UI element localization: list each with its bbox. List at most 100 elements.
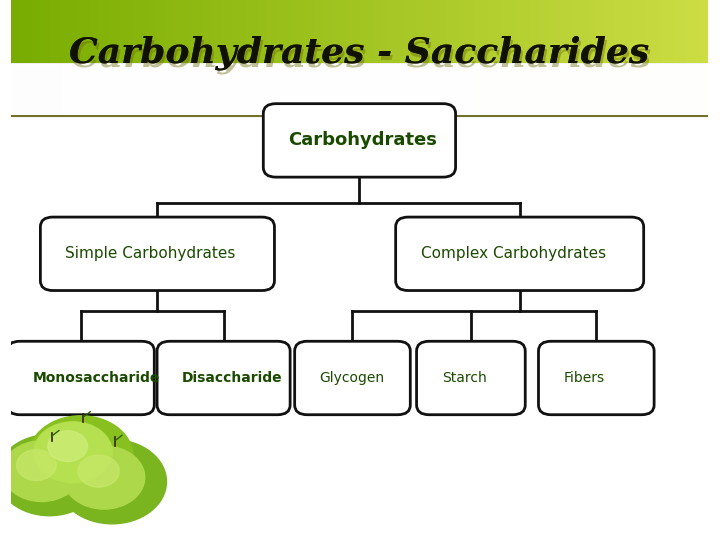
Bar [27, 0, 29, 116]
Bar [450, 0, 451, 116]
Bar [11, 64, 708, 116]
Bar [499, 0, 500, 116]
Bar [418, 0, 420, 116]
Bar [703, 0, 704, 116]
Bar [274, 0, 276, 116]
Bar [397, 0, 400, 116]
Bar [89, 0, 91, 116]
Bar [563, 0, 565, 116]
Bar [112, 0, 114, 116]
Bar [338, 0, 341, 116]
Bar [400, 0, 401, 116]
Bar [515, 0, 516, 116]
Bar [655, 0, 657, 116]
Bar [676, 0, 678, 116]
Bar [636, 0, 638, 116]
Bar [628, 0, 629, 116]
Bar [586, 0, 588, 116]
Bar [11, 64, 708, 116]
Bar [492, 0, 493, 116]
Bar [644, 0, 645, 116]
Bar [278, 0, 279, 116]
Bar [314, 0, 316, 116]
Bar [34, 0, 35, 116]
Bar [505, 0, 508, 116]
Bar [342, 0, 343, 116]
Bar [189, 0, 191, 116]
Bar [523, 0, 525, 116]
Bar [536, 0, 537, 116]
Bar [511, 0, 513, 116]
Bar [697, 0, 699, 116]
Bar [11, 64, 708, 116]
Bar [288, 0, 289, 116]
Bar [95, 0, 96, 116]
Bar [634, 0, 636, 116]
Bar [657, 0, 659, 116]
Bar [96, 0, 98, 116]
Bar [11, 64, 708, 116]
Bar [11, 64, 708, 116]
Text: Disaccharide: Disaccharide [182, 371, 283, 385]
Bar [662, 0, 665, 116]
Bar [401, 0, 403, 116]
Bar [429, 0, 431, 116]
Bar [462, 0, 464, 116]
Bar [25, 0, 27, 116]
Bar [11, 64, 708, 116]
Bar [213, 0, 215, 116]
Bar [580, 0, 582, 116]
Bar [377, 0, 379, 116]
Bar [699, 0, 701, 116]
Bar [608, 0, 611, 116]
Bar [611, 0, 612, 116]
Bar [579, 0, 580, 116]
Bar [11, 64, 708, 116]
Bar [217, 0, 218, 116]
Bar [325, 0, 326, 116]
Bar [281, 0, 283, 116]
Bar [415, 0, 417, 116]
Bar [316, 0, 318, 116]
Bar [420, 0, 422, 116]
Bar [133, 0, 135, 116]
Bar [521, 0, 523, 116]
Bar [67, 0, 68, 116]
Bar [471, 0, 472, 116]
Bar [180, 0, 182, 116]
Bar [588, 0, 590, 116]
Bar [413, 0, 415, 116]
Bar [233, 0, 234, 116]
Bar [289, 0, 292, 116]
Bar [509, 0, 511, 116]
Bar [490, 0, 492, 116]
Bar [51, 0, 53, 116]
Bar [464, 0, 466, 116]
Bar [642, 0, 644, 116]
Bar [295, 0, 297, 116]
Bar [130, 0, 131, 116]
Bar [93, 0, 95, 116]
Bar [42, 0, 44, 116]
Bar [194, 0, 196, 116]
Bar [79, 0, 81, 116]
Bar [11, 64, 708, 116]
Bar [135, 0, 137, 116]
Text: Fibers: Fibers [564, 371, 605, 385]
Bar [410, 0, 412, 116]
Bar [164, 0, 166, 116]
FancyBboxPatch shape [396, 217, 644, 291]
Bar [246, 0, 248, 116]
FancyBboxPatch shape [294, 341, 410, 415]
Bar [152, 0, 154, 116]
Bar [370, 0, 372, 116]
Bar [142, 0, 143, 116]
Bar [11, 64, 708, 116]
Bar [497, 0, 499, 116]
Bar [253, 0, 255, 116]
Bar [603, 0, 605, 116]
Bar [227, 0, 229, 116]
Bar [11, 64, 708, 116]
Bar [392, 0, 395, 116]
Circle shape [2, 441, 81, 502]
